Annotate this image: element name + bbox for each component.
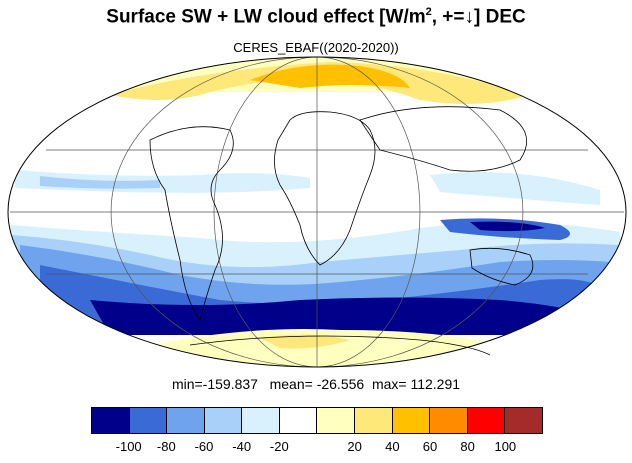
- colorbar-tick-label: 100: [494, 439, 517, 454]
- colorbar-swatch: [129, 408, 168, 433]
- colorbar-swatch: [92, 408, 130, 433]
- colorbar-swatch: [430, 408, 468, 433]
- colorbar-swatch: [467, 408, 506, 433]
- colorbar-tick-label: 40: [385, 439, 400, 454]
- colorbar-swatch: [242, 408, 280, 433]
- colorbar-swatch: [167, 408, 205, 433]
- colorbar: [91, 407, 543, 434]
- colorbar-swatch: [317, 408, 356, 433]
- graticule: [10, 56, 624, 368]
- colorbar-swatch: [279, 408, 318, 433]
- chart-title: Surface SW + LW cloud effect [W/m2, +=↓]…: [0, 6, 632, 28]
- colorbar-tick-label: 60: [422, 439, 438, 454]
- colorbar-swatch: [505, 408, 542, 433]
- colorbar-tick-label: -80: [156, 439, 176, 454]
- globe-outline: [7, 56, 627, 368]
- colorbar-tick-label: -60: [194, 439, 214, 454]
- chart-subtitle: CERES_EBAF((2020-2020)): [233, 40, 399, 55]
- map-fill-layer: [8, 57, 626, 367]
- colorbar-tick-label: 80: [460, 439, 475, 454]
- colorbar-swatch: [204, 408, 243, 433]
- colorbar-tick-label: -100: [115, 439, 142, 454]
- title-superscript: 2: [425, 6, 432, 18]
- colorbar-swatch: [355, 408, 393, 433]
- title-text: Surface SW + LW cloud effect [W/m: [106, 6, 426, 28]
- colorbar-tick-label: -20: [269, 439, 289, 454]
- colorbar-tick-label: 20: [347, 439, 362, 454]
- title-tail: , +=↓] DEC: [431, 6, 526, 28]
- stats-line: min=-159.837 mean= -26.556 max= 112.291: [171, 376, 461, 392]
- colorbar-tick-label: -40: [232, 439, 252, 454]
- colorbar-swatch: [392, 408, 431, 433]
